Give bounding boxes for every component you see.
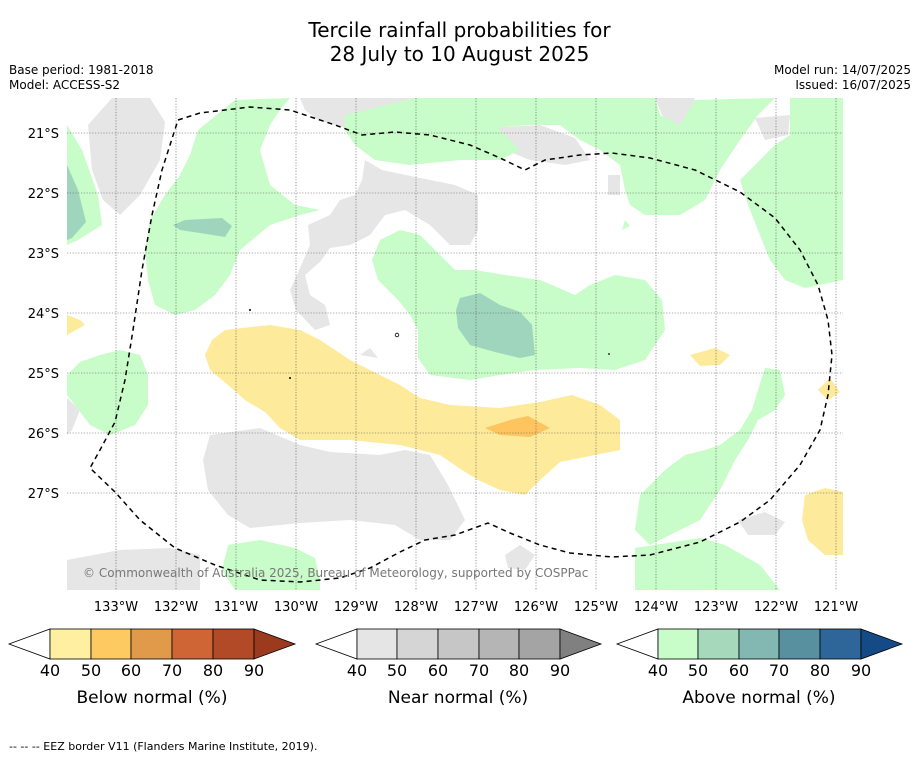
meta-right: Model run: 14/07/2025 Issued: 16/07/2025 (774, 63, 911, 93)
colorbar-segment (657, 628, 699, 660)
lat-label: 26°S (28, 427, 59, 442)
colorbar-segment (396, 628, 439, 660)
copyright-notice: © Commonwealth of Australia 2025, Bureau… (83, 566, 588, 580)
lon-label: 125°W (574, 600, 618, 615)
lat-label: 24°S (28, 307, 59, 322)
model-run: Model run: 14/07/2025 (773, 63, 911, 77)
colorbar-tick: 90 (244, 661, 264, 680)
colorbar-tick: 70 (469, 661, 489, 680)
lat-label: 27°S (28, 487, 59, 502)
colorbar-segment (478, 628, 520, 660)
colorbar-label: Near normal (%) (388, 688, 528, 708)
lon-label: 123°W (694, 600, 738, 615)
colorbar-segment (738, 628, 780, 660)
lon-label: 130°W (274, 600, 318, 615)
colorbar-tick: 90 (851, 661, 871, 680)
lat-label: 21°S (28, 127, 59, 142)
below-normal-50-regions (485, 416, 550, 437)
model-name: Model: ACCESS-S2 (9, 78, 121, 92)
colorbar-tick: 90 (550, 661, 570, 680)
colorbar-extend-high (253, 628, 297, 660)
below-normal-40-regions (67, 315, 843, 555)
colorbar-segment (778, 628, 821, 660)
colorbar-segment (518, 628, 561, 660)
meta-left: Base period: 1981-2018 Model: ACCESS-S2 (9, 63, 154, 93)
map-title: Tercile rainfall probabilities for 28 Ju… (0, 18, 919, 66)
colorbar-tick: 40 (40, 661, 60, 680)
lon-label: 129°W (334, 600, 378, 615)
probability-map: © Commonwealth of Australia 2025, Bureau… (67, 98, 843, 590)
colorbar-segment (212, 628, 255, 660)
latitude-labels: 21°S 22°S 23°S 24°S 25°S 26°S 27°S (28, 127, 59, 502)
colorbar-below-normal: 40 50 60 70 80 90 Below normal (%) (7, 628, 297, 708)
eez-border (89, 106, 833, 583)
colorbar-above-normal: 40 50 60 70 80 90 Above normal (%) (615, 628, 904, 708)
colorbar-extend-low (615, 628, 659, 660)
colorbar-tick: 60 (428, 661, 448, 680)
above-normal-40-regions (67, 98, 843, 590)
colorbar-tick: 40 (347, 661, 367, 680)
graticule (67, 98, 843, 590)
lon-label: 127°W (454, 600, 498, 615)
issued-date: Issued: 16/07/2025 (795, 78, 911, 92)
colorbar-tick: 70 (769, 661, 789, 680)
colorbar-label: Below normal (%) (77, 688, 228, 708)
colorbar-extend-low (7, 628, 51, 660)
lon-label: 122°W (754, 600, 798, 615)
colorbar-segment (130, 628, 173, 660)
colorbar-tick: 60 (729, 661, 749, 680)
colorbar-segment (437, 628, 480, 660)
lat-label: 22°S (28, 187, 59, 202)
lon-label: 121°W (814, 600, 858, 615)
colorbar-tick: 50 (81, 661, 101, 680)
colorbar-tick: 40 (648, 661, 668, 680)
lat-label: 25°S (28, 367, 59, 382)
title-line-2: 28 July to 10 August 2025 (329, 42, 590, 66)
colorbar-segment (697, 628, 740, 660)
colorbar-tick: 50 (387, 661, 407, 680)
lon-label: 124°W (634, 600, 678, 615)
island-markers (249, 309, 610, 379)
colorbar-tick: 80 (509, 661, 529, 680)
colorbar-segment (819, 628, 862, 660)
base-period: Base period: 1981-2018 (9, 63, 154, 77)
colorbar-tick: 80 (810, 661, 830, 680)
colorbar-label: Above normal (%) (682, 688, 835, 708)
colorbar-extend-low (314, 628, 358, 660)
lat-label: 23°S (28, 247, 59, 262)
lon-label: 126°W (514, 600, 558, 615)
colorbar-extend-high (559, 628, 603, 660)
colorbar-near-normal: 40 50 60 70 80 90 Near normal (%) (314, 628, 603, 708)
colorbar-segment (90, 628, 132, 660)
colorbar-tick: 60 (121, 661, 141, 680)
colorbar-tick: 80 (203, 661, 223, 680)
lon-label: 132°W (154, 600, 198, 615)
lon-label: 133°W (94, 600, 138, 615)
colorbar-extend-high (860, 628, 904, 660)
near-normal-regions (67, 98, 843, 590)
eez-legend-note: -- -- -- EEZ border V11 (Flanders Marine… (9, 740, 318, 753)
colorbar-tick: 50 (688, 661, 708, 680)
title-line-1: Tercile rainfall probabilities for (308, 18, 611, 42)
colorbar-tick: 70 (162, 661, 182, 680)
colorbar-segment (171, 628, 214, 660)
colorbar-segment (49, 628, 92, 660)
longitude-labels: 133°W 132°W 131°W 130°W 129°W 128°W 127°… (94, 600, 858, 615)
lon-label: 128°W (394, 600, 438, 615)
colorbar-segment (356, 628, 398, 660)
lon-label: 131°W (214, 600, 258, 615)
